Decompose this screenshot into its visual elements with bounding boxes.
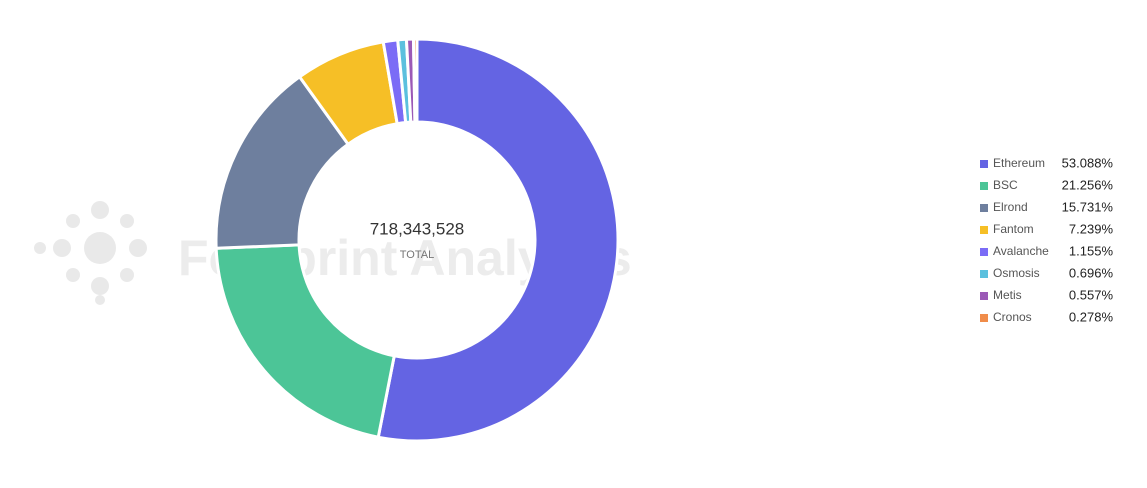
- legend-value: 53.088%: [1062, 155, 1114, 170]
- center-value: 718,343,528: [370, 219, 465, 238]
- slice: [214, 243, 397, 439]
- legend-value: 1.155%: [1069, 243, 1114, 258]
- legend-label: Fantom: [993, 222, 1034, 236]
- legend-label: Avalanche: [993, 244, 1049, 258]
- slice: [411, 37, 419, 124]
- legend-value: 0.696%: [1069, 265, 1114, 280]
- legend-swatch: [980, 292, 988, 300]
- legend-swatch: [980, 270, 988, 278]
- legend-swatch: [980, 248, 988, 256]
- legend-label: Cronos: [993, 310, 1032, 324]
- legend-value: 0.278%: [1069, 309, 1114, 324]
- legend-swatch: [980, 204, 988, 212]
- center-label: TOTAL: [400, 249, 434, 261]
- slice: [376, 37, 620, 443]
- legend-swatch: [980, 314, 988, 322]
- legend-swatch: [980, 182, 988, 190]
- legend-value: 0.557%: [1069, 287, 1114, 302]
- watermark-icon: [34, 201, 147, 305]
- legend-label: Metis: [993, 288, 1022, 302]
- legend-value: 21.256%: [1062, 177, 1114, 192]
- legend-label: Elrond: [993, 200, 1028, 214]
- legend-label: BSC: [993, 178, 1018, 192]
- legend-label: Osmosis: [993, 266, 1040, 280]
- legend-value: 15.731%: [1062, 199, 1114, 214]
- legend-swatch: [980, 160, 988, 168]
- legend-value: 7.239%: [1069, 221, 1114, 236]
- legend-swatch: [980, 226, 988, 234]
- legend-label: Ethereum: [993, 156, 1045, 170]
